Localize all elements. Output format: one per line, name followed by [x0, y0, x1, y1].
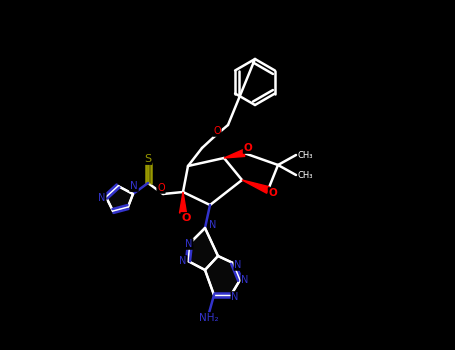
Text: S: S [144, 154, 152, 164]
Text: O: O [157, 183, 165, 193]
Text: N: N [179, 256, 187, 266]
Text: N: N [209, 220, 217, 230]
Text: N: N [241, 275, 249, 285]
Text: O: O [268, 188, 278, 198]
Polygon shape [205, 256, 240, 295]
Text: N: N [185, 239, 192, 249]
Text: NH₂: NH₂ [199, 313, 219, 323]
Text: O: O [181, 213, 191, 223]
Text: O: O [213, 126, 221, 136]
Text: CH₃: CH₃ [298, 150, 313, 160]
Text: N: N [231, 292, 239, 302]
Text: O: O [243, 143, 253, 153]
Text: CH₃: CH₃ [298, 170, 313, 180]
Text: N: N [234, 260, 242, 270]
Polygon shape [188, 228, 218, 270]
Polygon shape [224, 149, 245, 158]
Polygon shape [106, 186, 133, 211]
Polygon shape [180, 192, 187, 213]
Polygon shape [242, 180, 269, 193]
Text: N: N [130, 181, 138, 191]
Text: N: N [98, 193, 106, 203]
